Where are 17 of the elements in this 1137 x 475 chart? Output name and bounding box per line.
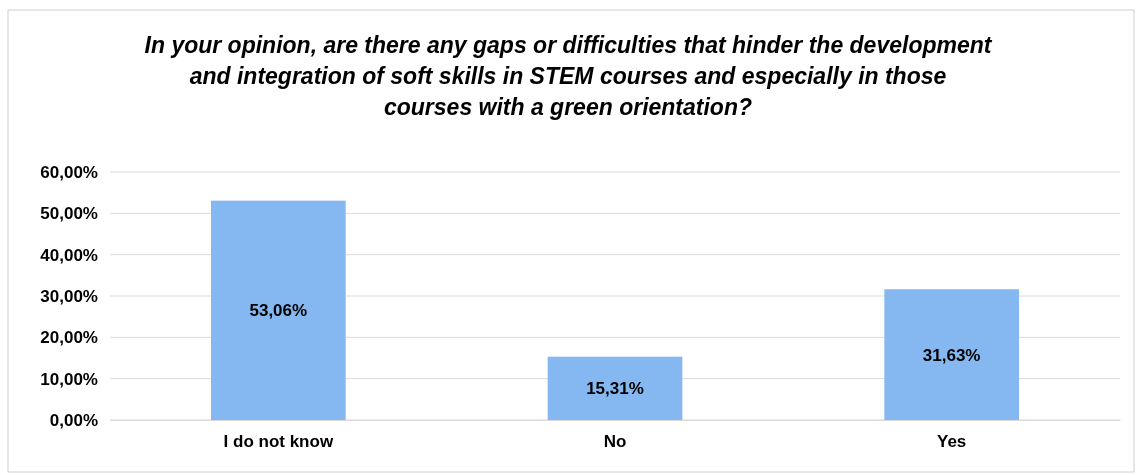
y-tick-label: 20,00% bbox=[40, 328, 98, 348]
y-tick-label: 30,00% bbox=[40, 286, 98, 306]
x-tick-label: I do not know bbox=[223, 432, 334, 452]
data-label: 15,31% bbox=[586, 379, 644, 399]
y-tick-label: 60,00% bbox=[40, 162, 98, 182]
x-tick-label: No bbox=[603, 432, 627, 452]
y-tick-label: 50,00% bbox=[40, 204, 98, 224]
bar bbox=[884, 289, 1019, 420]
chart-title: In your opinion, are there any gaps or difficulties that hinder the development and integration of soft skills in STEM courses and especially in those courses with a green orientation? bbox=[144, 32, 993, 120]
bar bbox=[547, 356, 683, 420]
y-tick-label: 10,00% bbox=[40, 369, 98, 389]
y-tick-label: 0,00% bbox=[49, 410, 98, 430]
x-tick-label: Yes bbox=[937, 432, 967, 452]
y-tick-label: 40,00% bbox=[40, 245, 98, 265]
bar bbox=[211, 200, 346, 420]
data-label: 53,06% bbox=[249, 301, 308, 321]
data-label: 31,63% bbox=[922, 345, 981, 365]
